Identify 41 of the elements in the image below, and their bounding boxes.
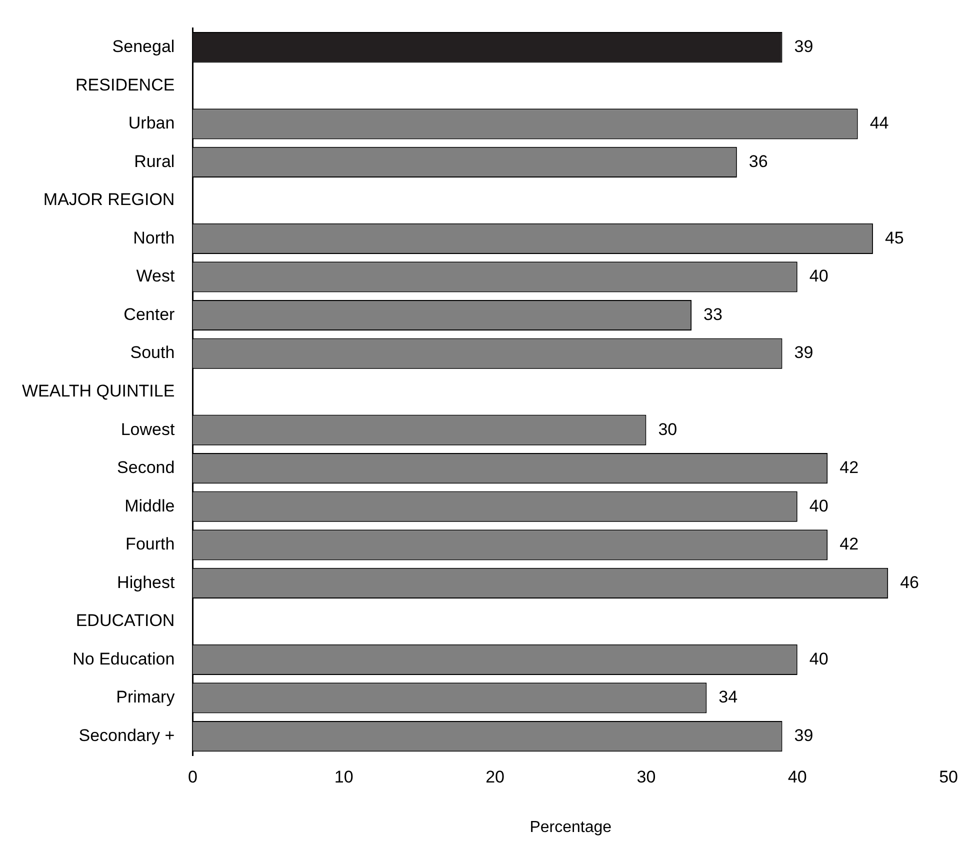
data-label: 45 [884,228,904,248]
y-tick-label: Secondary + [78,726,175,745]
data-label: 40 [809,649,828,668]
data-label: 39 [794,726,814,745]
y-tick-label: Primary [116,688,176,707]
data-label: 34 [718,688,738,707]
data-label: 46 [900,572,919,592]
y-tick-label: Lowest [120,420,175,439]
y-tick-label: Rural [134,152,175,171]
y-tick-label: Second [117,458,175,478]
x-tick-label: 20 [486,767,504,786]
x-tick-label: 10 [334,767,354,786]
x-tick-label: 40 [788,767,807,786]
y-tick-label: South [130,343,175,362]
data-label: 42 [840,458,859,478]
data-label: 40 [809,266,828,286]
y-tick-label: RESIDENCE [76,75,175,94]
x-tick-label: 50 [939,767,958,786]
y-tick-label: MAJOR REGION [43,190,175,210]
y-tick-label: Center [124,304,176,324]
y-tick-label: Fourth [126,534,175,554]
data-label: 30 [658,420,678,439]
y-tick-label: Senegal [112,37,175,56]
y-tick-label: Middle [124,496,175,516]
x-tick-label: 0 [188,767,198,786]
x-axis-title: Percentage [530,818,612,836]
data-label: 44 [870,114,889,133]
data-label: 36 [748,152,768,171]
y-tick-label: No Education [72,649,175,668]
data-label: 42 [840,534,859,554]
x-tick-label: 30 [636,767,656,786]
data-label: 39 [794,343,814,362]
data-label: 39 [794,37,814,56]
y-tick-label: WEALTH QUINTILE [22,381,175,400]
y-tick-label: EDUCATION [76,611,175,630]
data-label: 33 [704,304,722,324]
y-tick-label: Highest [117,572,175,592]
y-tick-label: North [133,228,175,248]
y-tick-label: West [136,266,175,286]
y-tick-label: Urban [128,114,175,133]
data-label: 40 [809,496,828,516]
